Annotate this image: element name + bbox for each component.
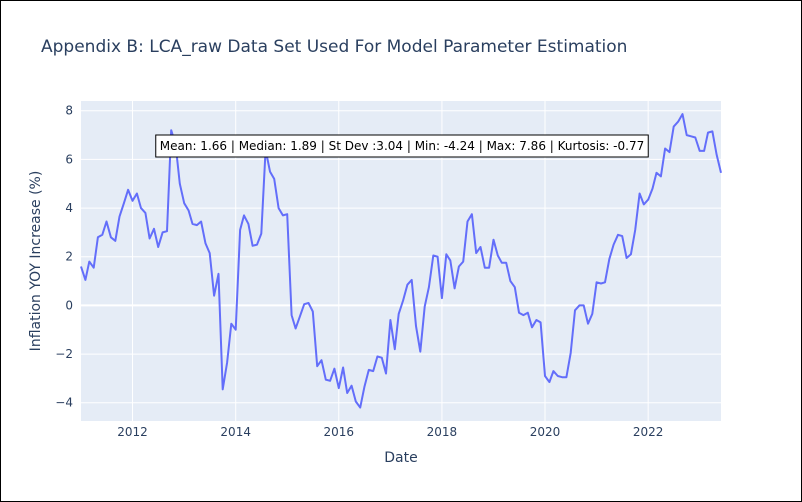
y-tick-label: 8 (65, 104, 73, 118)
x-tick-label: 2014 (220, 425, 251, 439)
stats-annotation-text: Mean: 1.66 | Median: 1.89 | St Dev :3.04… (160, 139, 644, 153)
y-tick-label: −2 (55, 347, 73, 361)
stats-annotation-box (155, 134, 649, 158)
y-tick-label: −4 (55, 396, 73, 410)
stats-annotation: Mean: 1.66 | Median: 1.89 | St Dev :3.04… (155, 134, 649, 158)
x-tick-label: 2020 (530, 425, 561, 439)
series-line (80, 113, 722, 409)
y-axis-title: Inflation YOY Increase (%) (28, 171, 44, 352)
x-axis-title: Date (384, 450, 417, 466)
x-tick-label: 2012 (117, 425, 148, 439)
y-tick-label: 2 (65, 250, 73, 264)
x-tick-label: 2018 (427, 425, 458, 439)
x-tick-label: 2016 (323, 425, 354, 439)
x-tick-label: 2022 (633, 425, 664, 439)
y-tick-label: 4 (65, 201, 73, 215)
y-tick-label: 0 (65, 298, 73, 312)
y-tick-label: 6 (65, 152, 73, 166)
x-tick-labels: 2012 2014 2016 2018 2020 2022 (117, 425, 663, 439)
chart-title: Appendix B: LCA_raw Data Set Used For Mo… (41, 37, 627, 57)
y-tick-labels: −4 −2 0 2 4 6 8 (55, 104, 73, 410)
